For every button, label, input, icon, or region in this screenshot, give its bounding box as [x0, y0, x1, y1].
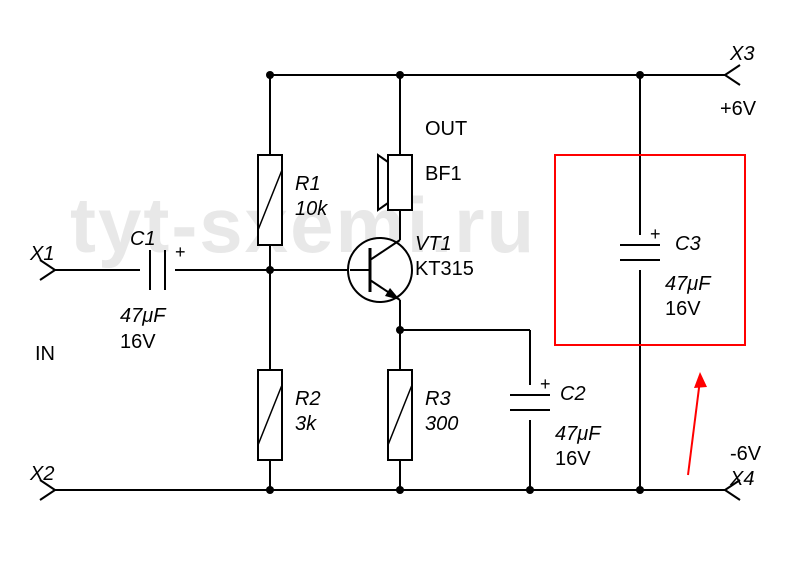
circuit-schematic: X1 IN X2 X3 +6V X4 -6V + C1 47μF 16V R1 …	[0, 0, 799, 563]
terminal-x1: X1 IN	[29, 243, 55, 365]
c2-ref: C2	[560, 383, 586, 405]
x4-voltage: -6V	[730, 443, 762, 465]
capacitor-c2: + C2 47μF 16V	[510, 374, 602, 470]
r2-ref: R2	[295, 388, 321, 410]
bf1-ref: BF1	[425, 163, 462, 185]
svg-text:+: +	[540, 374, 551, 394]
svg-text:+: +	[650, 224, 661, 244]
vt1-ref: VT1	[415, 233, 452, 255]
x4-label: X4	[729, 468, 754, 490]
speaker-bf1: OUT BF1	[378, 118, 467, 210]
r1-value: 10k	[295, 198, 328, 220]
terminal-x4: X4 -6V	[725, 443, 762, 500]
svg-text:+: +	[175, 242, 186, 262]
x3-label: X3	[729, 43, 754, 65]
capacitor-c3: + C3 47μF 16V	[620, 224, 712, 320]
c1-voltage: 16V	[120, 331, 156, 353]
r3-ref: R3	[425, 388, 451, 410]
x3-voltage: +6V	[720, 98, 757, 120]
r2-value: 3k	[295, 413, 317, 435]
c1-ref: C1	[130, 228, 156, 250]
in-label: IN	[35, 343, 55, 365]
r3-value: 300	[425, 413, 458, 435]
c2-voltage: 16V	[555, 448, 591, 470]
x2-label: X2	[29, 463, 54, 485]
transistor-vt1: VT1 KT315	[348, 233, 474, 302]
resistor-r1: R1 10k	[258, 155, 328, 245]
red-arrow	[688, 372, 707, 475]
vt1-value: KT315	[415, 258, 474, 280]
out-label: OUT	[425, 118, 467, 140]
resistor-r2: R2 3k	[258, 370, 321, 460]
capacitor-c1: + C1 47μF 16V	[120, 228, 186, 353]
resistor-r3: R3 300	[388, 370, 458, 460]
terminal-x2: X2	[29, 463, 55, 500]
x1-label: X1	[29, 243, 54, 265]
terminal-x3: X3 +6V	[720, 43, 757, 120]
highlight-box	[555, 155, 745, 345]
c2-value: 47μF	[555, 423, 602, 445]
c3-value: 47μF	[665, 273, 712, 295]
c1-value: 47μF	[120, 305, 167, 327]
r1-ref: R1	[295, 173, 321, 195]
c3-voltage: 16V	[665, 298, 701, 320]
c3-ref: C3	[675, 233, 701, 255]
